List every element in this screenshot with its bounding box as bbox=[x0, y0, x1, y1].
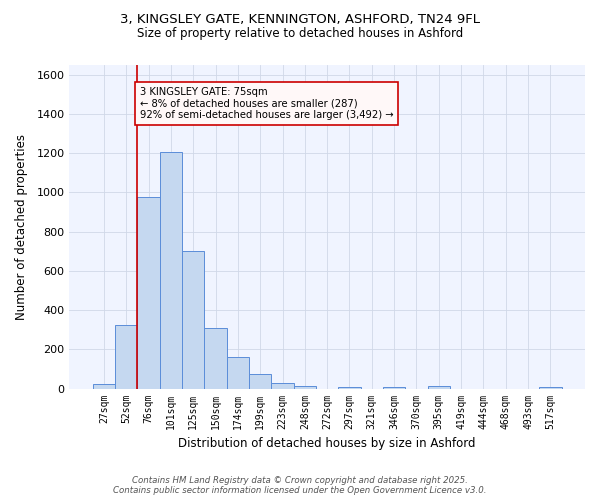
Bar bbox=[539, 386, 562, 388]
Bar bbox=[227, 357, 249, 388]
Bar bbox=[137, 198, 160, 388]
Bar bbox=[160, 152, 182, 388]
Bar bbox=[428, 386, 450, 388]
Bar bbox=[293, 386, 316, 388]
Bar bbox=[383, 386, 405, 388]
Bar bbox=[249, 374, 271, 388]
Text: Contains HM Land Registry data © Crown copyright and database right 2025.
Contai: Contains HM Land Registry data © Crown c… bbox=[113, 476, 487, 495]
Bar bbox=[338, 386, 361, 388]
Bar bbox=[271, 382, 293, 388]
Bar bbox=[205, 328, 227, 388]
Text: 3 KINGSLEY GATE: 75sqm
← 8% of detached houses are smaller (287)
92% of semi-det: 3 KINGSLEY GATE: 75sqm ← 8% of detached … bbox=[140, 86, 393, 120]
Text: 3, KINGSLEY GATE, KENNINGTON, ASHFORD, TN24 9FL: 3, KINGSLEY GATE, KENNINGTON, ASHFORD, T… bbox=[120, 12, 480, 26]
Y-axis label: Number of detached properties: Number of detached properties bbox=[15, 134, 28, 320]
Bar bbox=[115, 325, 137, 388]
Text: Size of property relative to detached houses in Ashford: Size of property relative to detached ho… bbox=[137, 28, 463, 40]
Bar bbox=[93, 384, 115, 388]
X-axis label: Distribution of detached houses by size in Ashford: Distribution of detached houses by size … bbox=[178, 437, 476, 450]
Bar bbox=[182, 252, 205, 388]
